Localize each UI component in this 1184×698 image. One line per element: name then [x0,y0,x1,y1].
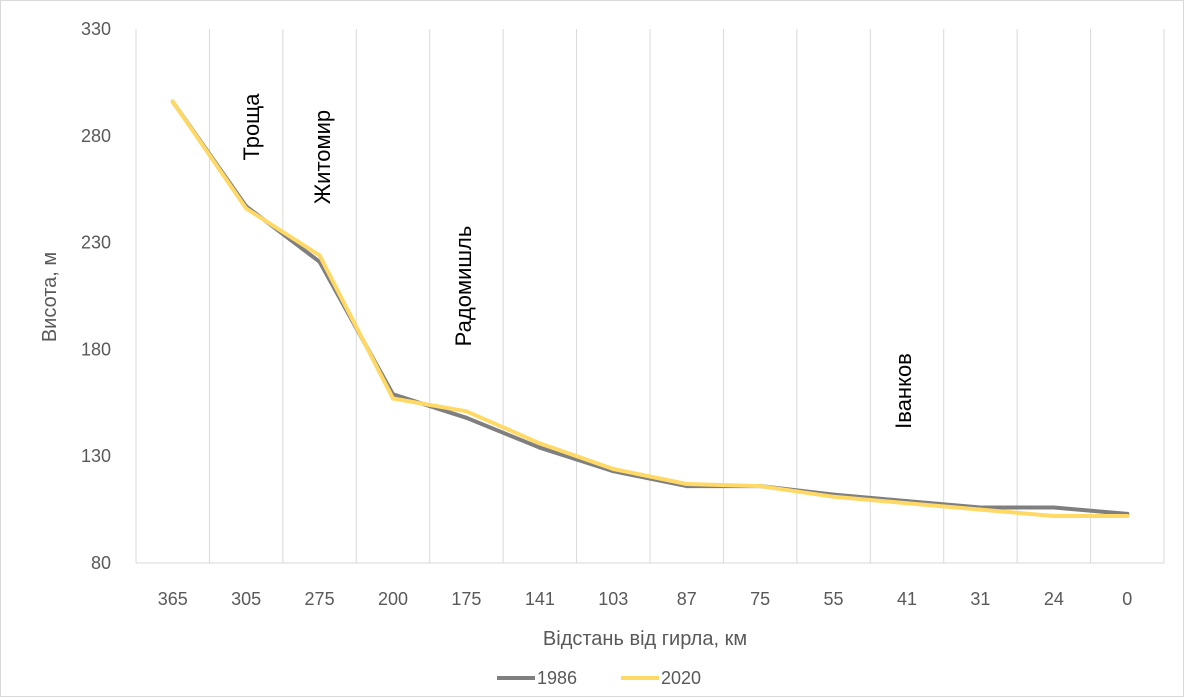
data-point-2020 [684,481,689,486]
data-point-1986 [537,445,542,450]
x-tick-label: 103 [598,589,628,609]
data-point-2020 [1125,514,1130,519]
x-tick-label: 0 [1122,589,1132,609]
data-point-2020 [464,409,469,414]
x-tick-label: 141 [525,589,555,609]
data-point-2020 [391,396,395,401]
data-point-2020 [170,99,175,104]
legend: 1986 2020 [497,668,701,688]
data-point-1986 [464,415,469,420]
data-point-2020 [978,507,983,512]
city-annotation: Іванков [891,353,916,429]
x-tick-label: 41 [897,589,917,609]
x-tick-label: 31 [970,589,990,609]
y-tick-label: 280 [81,126,111,146]
series-line-1986 [170,99,1130,516]
x-axis-title: Відстань від гирла, км [543,628,747,650]
y-tick-label: 230 [81,233,111,253]
x-tick-label: 305 [231,589,261,609]
x-tick-label: 55 [824,589,844,609]
data-point-2020 [831,494,836,499]
x-tick-label: 24 [1044,589,1064,609]
x-tick-label: 87 [677,589,697,609]
series-layer [170,99,1130,519]
city-annotation: Радомишль [451,226,476,347]
city-annotation: Житомир [310,110,335,204]
y-tick-label: 130 [81,446,111,466]
city-annotation: Троща [239,93,264,161]
axis-layer: 80 130 180 230 280 330 365 305 275 200 175 141 103 87… [81,19,1164,609]
y-tick-label: 180 [81,339,111,359]
x-tick-label: 275 [305,589,335,609]
y-axis-title: Висота, м [39,252,61,342]
y-tick-label: 330 [81,19,111,39]
legend-label-1986: 1986 [537,668,577,688]
data-point-2020 [244,206,249,211]
data-point-1986 [1051,505,1056,510]
grid-layer [135,29,1165,563]
data-point-2020 [537,441,542,446]
data-point-2020 [317,253,322,258]
annotation-layer: Троща Житомир Радомишль Іванков [239,93,916,429]
series-line-2020 [170,99,1130,518]
data-point-2020 [758,484,763,489]
x-tick-label: 175 [451,589,481,609]
y-tick-label: 80 [91,553,111,573]
x-tick-label: 75 [750,589,770,609]
x-tick-label: 200 [378,589,408,609]
data-point-2020 [1051,514,1056,519]
data-point-2020 [905,501,909,506]
legend-label-2020: 2020 [661,668,701,688]
data-point-2020 [611,467,616,472]
x-tick-label: 365 [158,589,188,609]
